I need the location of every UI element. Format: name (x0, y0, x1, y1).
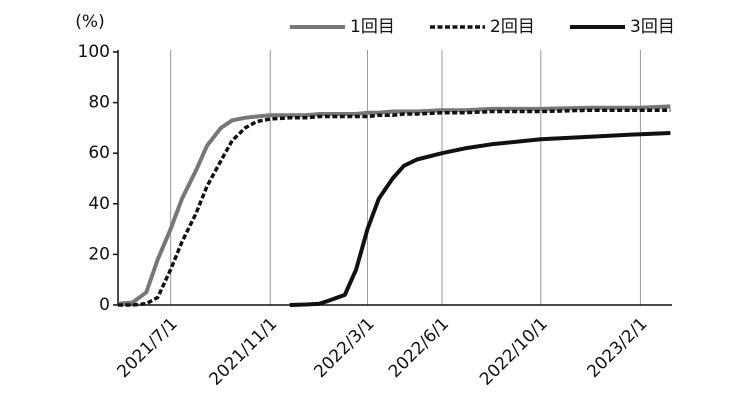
series-line (117, 104, 671, 306)
y-tick-label: 20 (88, 244, 110, 264)
legend-label: 1回目 (350, 17, 395, 37)
legend-label: 3回目 (630, 17, 675, 37)
y-tick-label: 40 (88, 194, 110, 214)
x-tick-label: 2022/10/1 (476, 314, 552, 390)
x-tick-label: 2022/6/1 (385, 314, 453, 382)
y-tick-label: 60 (88, 143, 110, 163)
y-tick-label: 80 (88, 93, 110, 113)
y-tick-label: 100 (78, 42, 110, 62)
x-tick-label: 2023/2/1 (583, 314, 651, 382)
x-tick-label: 2021/7/1 (114, 314, 182, 382)
y-axis-label: (%) (75, 12, 104, 32)
x-tick-label: 2022/3/1 (310, 314, 378, 382)
x-tick-label: 2021/11/1 (206, 314, 282, 390)
series-line (118, 108, 671, 307)
y-tick-label: 0 (99, 295, 110, 315)
series-line (289, 131, 671, 307)
legend-label: 2回目 (490, 17, 535, 37)
